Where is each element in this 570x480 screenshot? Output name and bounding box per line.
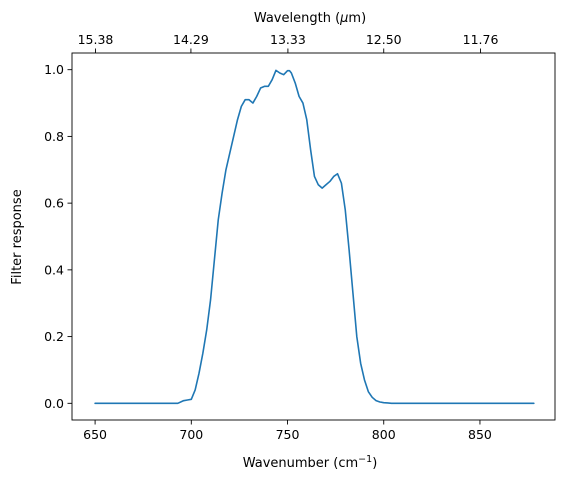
y-tick-label: 0.2 bbox=[44, 329, 64, 344]
x-tick-label: 850 bbox=[468, 427, 492, 442]
y-axis-label: Filter response bbox=[10, 189, 25, 284]
x-axis-label-superscript: −1 bbox=[358, 454, 372, 465]
y-tick-label: 0.0 bbox=[44, 396, 64, 411]
y-tick-label: 0.8 bbox=[44, 129, 64, 144]
axes: 650 700 750 800 850 0.0 0.2 0.4 0.6 0.8 1.0 15.38 14… bbox=[44, 32, 556, 442]
y-tick-label: 1.0 bbox=[44, 62, 64, 77]
axes-frame bbox=[71, 52, 556, 421]
y-tick-label: 0.4 bbox=[44, 262, 64, 277]
x-tick-label: 700 bbox=[179, 427, 203, 442]
top-x-tick-label: 12.50 bbox=[366, 32, 402, 47]
top-x-tick-label: 15.38 bbox=[78, 32, 114, 47]
y-tick-label: 0.6 bbox=[44, 196, 64, 211]
x-tick-label: 650 bbox=[83, 427, 107, 442]
top-x-tick-label: 13.33 bbox=[270, 32, 306, 47]
top-x-axis-label: Wavelength (μm) bbox=[254, 11, 366, 26]
x-axis-label: Wavenumber (cm−1) bbox=[243, 454, 378, 471]
top-x-axis-label-text: Wavelength ( bbox=[254, 11, 340, 26]
x-axis-label-tail: ) bbox=[372, 456, 377, 471]
x-tick-label: 800 bbox=[372, 427, 396, 442]
top-x-tick-label: 14.29 bbox=[173, 32, 209, 47]
top-x-axis-label-mu: μ bbox=[339, 11, 348, 26]
series-line-0 bbox=[94, 69, 535, 405]
plot-area bbox=[72, 53, 555, 420]
top-x-tick-label: 11.76 bbox=[463, 32, 499, 47]
top-x-axis-label-tail: m) bbox=[348, 11, 366, 26]
x-tick-label: 750 bbox=[276, 427, 300, 442]
x-axis-label-text: Wavenumber (cm bbox=[243, 456, 358, 471]
